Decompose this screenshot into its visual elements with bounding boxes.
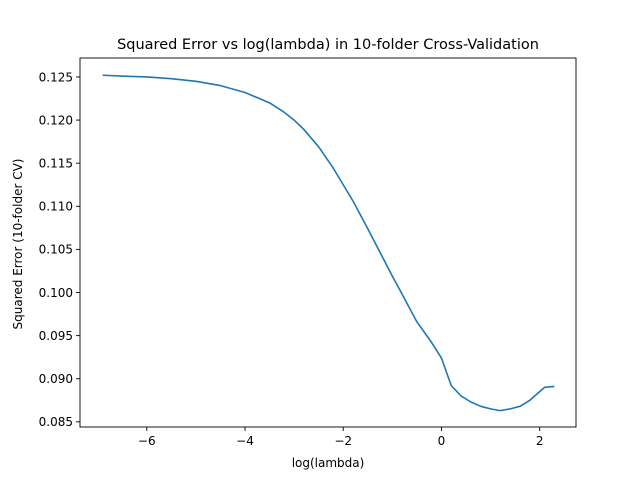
y-tick-label: 0.125: [39, 70, 73, 84]
y-tick-label: 0.100: [39, 286, 73, 300]
x-tick-label: 0: [438, 434, 446, 448]
y-tick-label: 0.115: [39, 156, 73, 170]
x-tick-label: −6: [138, 434, 156, 448]
x-axis: −6 −4 −2 0 2: [138, 427, 544, 448]
y-axis: 0.085 0.090 0.095 0.100 0.105 0.110 0.115 0.120…: [39, 70, 80, 429]
x-tick-label: −2: [334, 434, 352, 448]
axes-frame: [79, 57, 577, 428]
x-tick-label: 2: [536, 434, 544, 448]
x-tick-label: −4: [236, 434, 254, 448]
y-tick-label: 0.105: [39, 243, 73, 257]
y-tick-label: 0.090: [39, 372, 73, 386]
x-axis-label: log(lambda): [292, 456, 365, 470]
y-tick-label: 0.110: [39, 200, 73, 214]
y-tick-label: 0.120: [39, 113, 73, 127]
y-tick-label: 0.085: [39, 415, 73, 429]
y-axis-label: Squared Error (10-folder CV): [11, 159, 25, 330]
chart-title: Squared Error vs log(lambda) in 10-folde…: [117, 37, 539, 53]
y-tick-label: 0.095: [39, 329, 73, 343]
plot-area: [79, 57, 577, 428]
series-line-0: [102, 74, 555, 412]
